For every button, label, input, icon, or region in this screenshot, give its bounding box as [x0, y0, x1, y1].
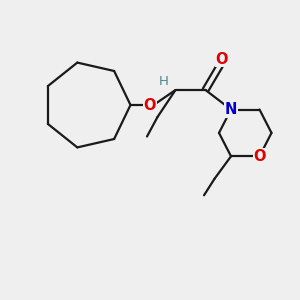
Text: N: N — [225, 102, 237, 117]
Text: O: O — [144, 98, 156, 112]
Text: O: O — [253, 149, 266, 164]
Text: H: H — [159, 75, 169, 88]
Text: O: O — [216, 52, 228, 67]
